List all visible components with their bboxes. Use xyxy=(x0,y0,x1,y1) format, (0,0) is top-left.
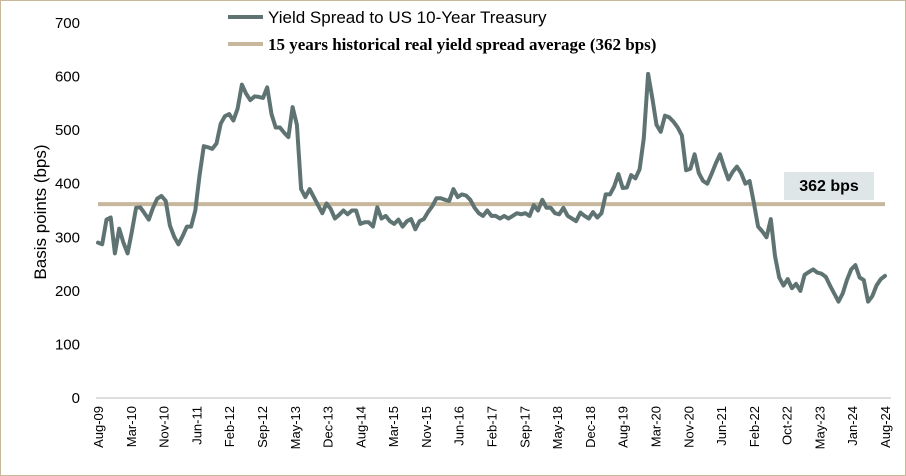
yield-spread-series-line xyxy=(96,71,887,304)
x-tick-label: May-18 xyxy=(550,406,565,449)
x-tick-label: Jun-21 xyxy=(714,406,729,446)
y-tick-label: 300 xyxy=(55,229,80,246)
x-tick-label: Nov-10 xyxy=(157,406,172,448)
y-tick-label: 400 xyxy=(55,176,80,193)
y-tick-label: 600 xyxy=(55,69,80,86)
average-callout-box xyxy=(784,172,874,200)
x-tick-label: Oct-22 xyxy=(780,406,795,445)
x-tick-label: Jun-11 xyxy=(189,406,204,445)
x-tick-label: Feb-12 xyxy=(222,406,237,447)
x-tick-label: Feb-22 xyxy=(747,406,762,447)
y-tick-label: 100 xyxy=(55,336,80,353)
legend-label-series-2: 15 years historical real yield spread av… xyxy=(268,35,656,54)
x-tick-label: Jan-24 xyxy=(845,406,860,446)
x-tick-label: Mar-10 xyxy=(124,406,139,447)
x-tick-label: Nov-20 xyxy=(681,406,696,448)
y-axis-title: Basis points (bps) xyxy=(31,144,50,279)
x-tick-label: Dec-18 xyxy=(583,406,598,448)
y-tick-label: 200 xyxy=(55,283,80,300)
x-tick-label: Mar-15 xyxy=(386,406,401,447)
x-tick-label: Aug-19 xyxy=(616,406,631,448)
x-tick-label: Aug-09 xyxy=(91,406,106,448)
x-tick-label: Dec-13 xyxy=(321,406,336,448)
average-callout: 362 bps xyxy=(784,172,874,200)
y-axis-ticks: 0 100 200 300 400 500 600 700 xyxy=(55,15,80,407)
x-tick-label: Sep-12 xyxy=(255,406,270,448)
x-tick-label: Mar-20 xyxy=(648,406,663,447)
legend: Yield Spread to US 10-Year Treasury 15 y… xyxy=(228,8,656,54)
x-tick-label: Sep-17 xyxy=(517,406,532,448)
legend-label-series-1: Yield Spread to US 10-Year Treasury xyxy=(268,8,547,27)
x-tick-label: May-23 xyxy=(812,406,827,449)
x-axis-ticks: Aug-09 Mar-10 Nov-10 Jun-11 Feb-12 Sep-12 May-… xyxy=(91,406,893,449)
x-tick-label: Nov-15 xyxy=(419,406,434,448)
x-tick-label: May-13 xyxy=(288,406,303,449)
y-tick-label: 0 xyxy=(72,390,80,407)
x-tick-label: Aug-14 xyxy=(353,406,368,448)
y-tick-label: 700 xyxy=(55,15,80,32)
y-tick-label: 500 xyxy=(55,122,80,139)
x-tick-label: Aug-24 xyxy=(878,406,893,448)
x-tick-label: Feb-17 xyxy=(485,406,500,447)
average-callout-label: 362 bps xyxy=(799,178,859,195)
x-tick-label: Jun-16 xyxy=(452,406,467,446)
